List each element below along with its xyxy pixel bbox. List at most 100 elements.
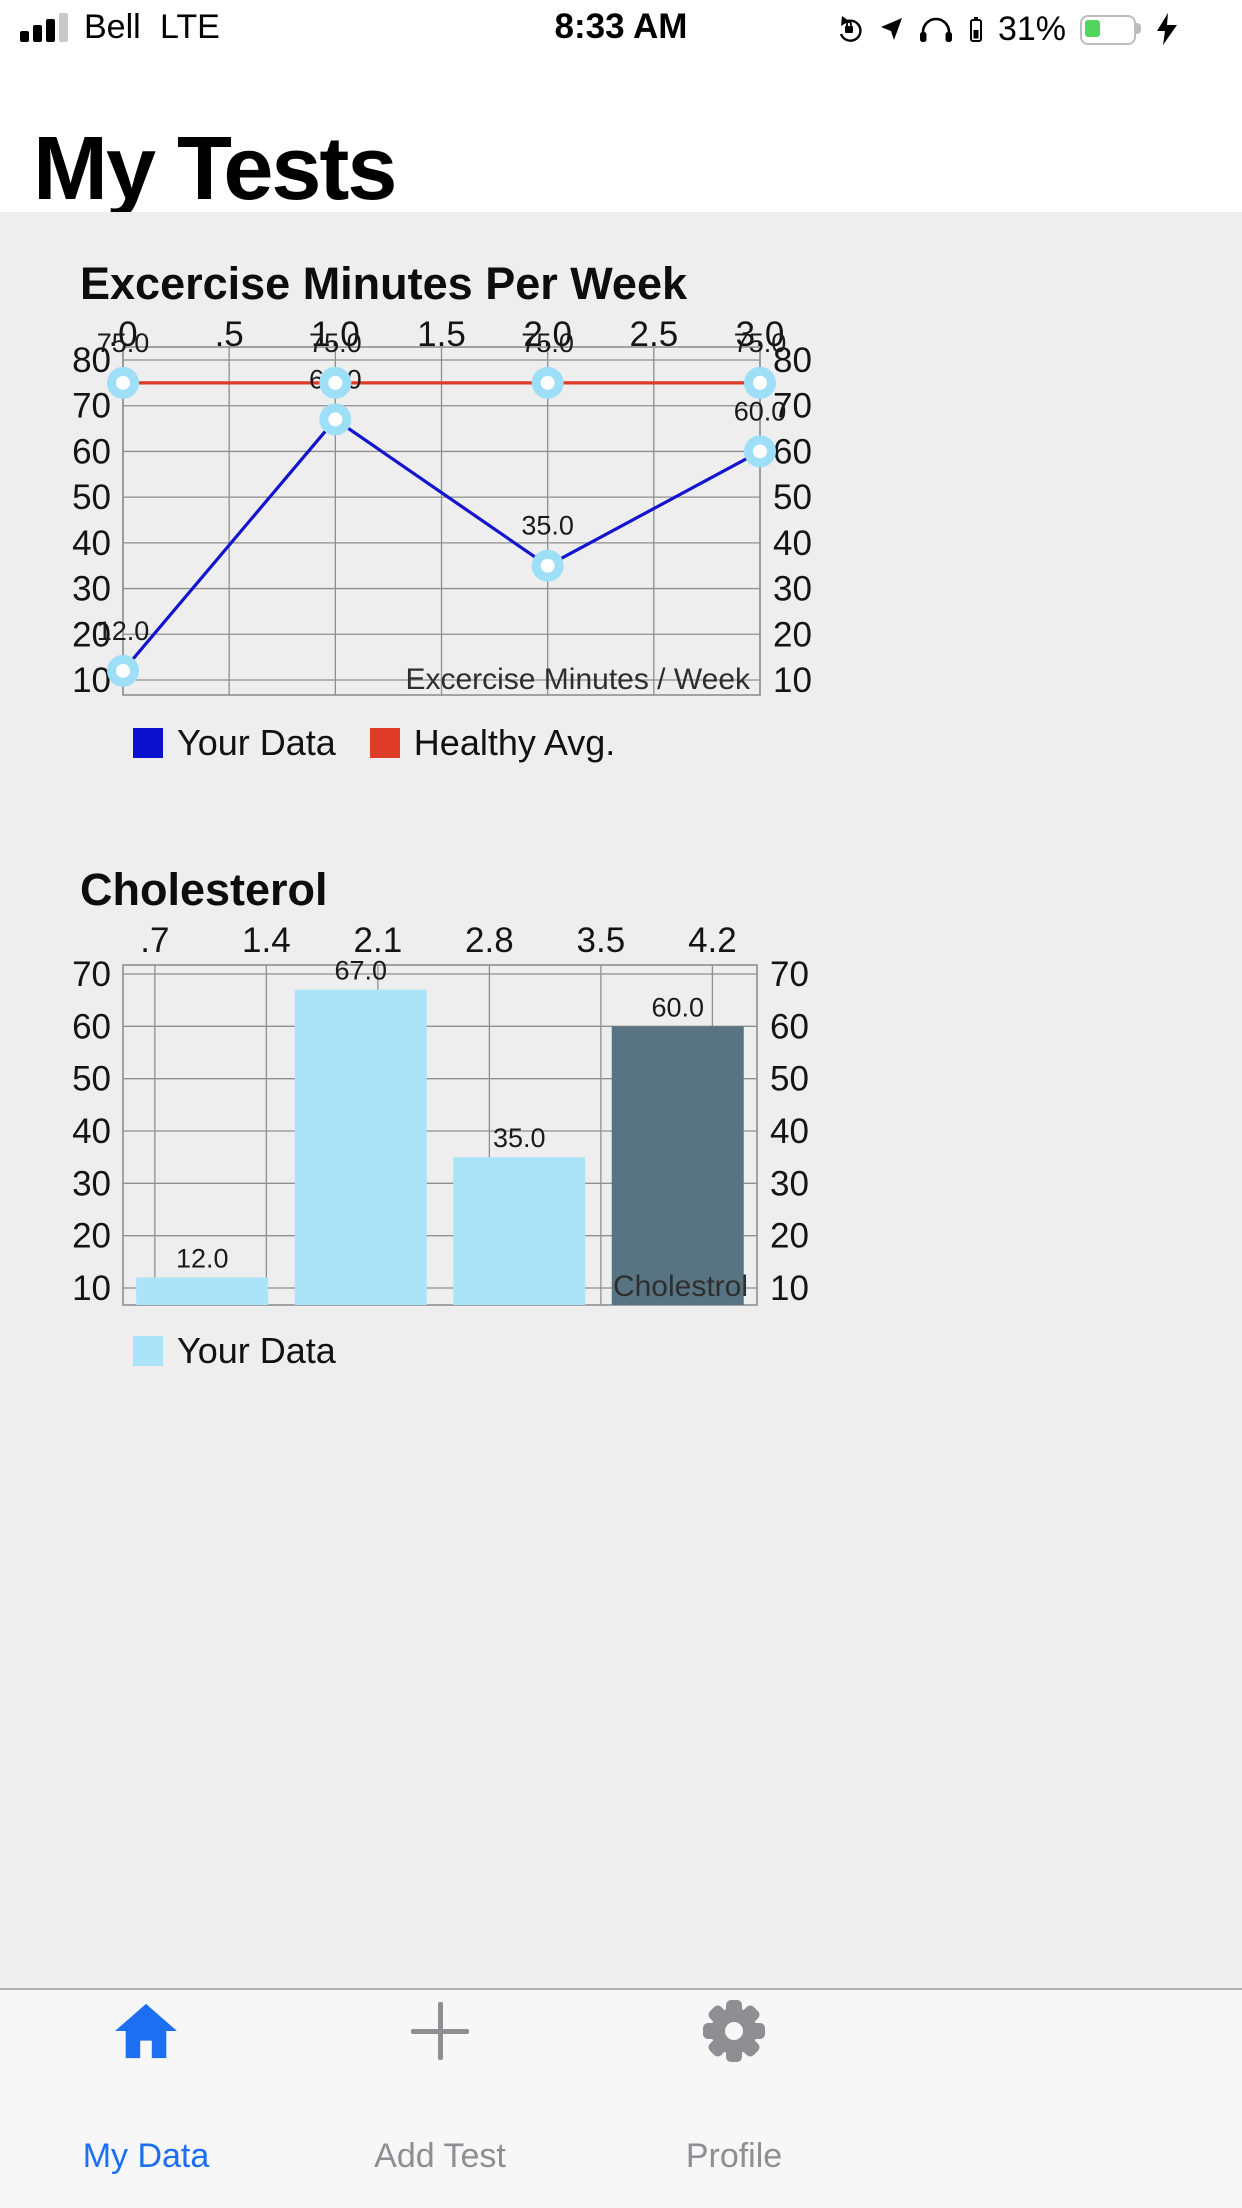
bar[interactable] [611,1026,744,1305]
x-tick-label: 2.1 [354,921,403,960]
headphones-battery-icon [969,17,982,42]
bar-label: 12.0 [176,1244,229,1274]
y-tick-label-right: 40 [770,1112,809,1151]
battery-fill [1084,19,1100,37]
y-tick-label-left: 80 [72,341,111,380]
data-point-inner [753,444,767,459]
rotation-lock-icon [839,16,862,42]
y-tick-label-right: 10 [770,1269,809,1308]
y-tick-label-right: 70 [773,387,812,426]
y-tick-label-right: 40 [773,524,812,563]
legend-label: Your Data [177,722,336,763]
y-tick-label-left: 50 [72,1060,111,1099]
data-point-inner [328,375,343,390]
y-tick-label-left: 10 [72,661,111,700]
carrier-label: Bell [84,8,141,46]
legend-swatch [133,1336,163,1366]
y-tick-label-left: 30 [72,1164,111,1203]
x-tick-label: .5 [215,315,244,354]
axis-label: Excercise Minutes / Week [405,663,751,696]
legend-swatch [369,728,400,758]
tab-my-data[interactable]: My Data [26,1990,266,2208]
legend-item: Your Data [133,1330,336,1372]
y-tick-label-right: 80 [773,341,812,380]
y-tick-label-right: 10 [773,661,812,700]
excercise-chart-legend: Your Data Healthy Avg. [133,722,615,764]
legend-swatch [133,728,163,758]
battery-nub [1136,23,1141,34]
point-label: 60.0 [734,396,787,426]
y-tick-label-right: 20 [773,615,812,654]
y-tick-label-right: 30 [773,570,812,609]
bar[interactable] [294,989,427,1305]
y-tick-label-left: 10 [72,1269,111,1308]
y-tick-label-right: 50 [773,478,812,517]
y-tick-label-left: 20 [72,1217,111,1256]
legend-item: Healthy Avg. [369,722,615,764]
axis-label: Cholestrol [613,1270,748,1303]
plot-frame [122,346,761,696]
legend-item: Your Data [133,722,336,764]
y-tick-label-left: 40 [72,524,111,563]
charging-bolt-icon [1157,13,1177,45]
cellular-signal-icon [20,13,68,42]
y-tick-label-left: 30 [72,570,111,609]
y-tick-label-left: 20 [72,615,111,654]
x-tick-label: .7 [140,921,169,960]
y-tick-label-right: 60 [770,1007,809,1046]
data-point-inner [328,412,343,427]
point-label: 75.0 [734,328,787,358]
status-time: 8:33 AM [554,7,688,46]
bar[interactable] [136,1277,269,1305]
network-label: LTE [160,8,220,46]
status-bar: Bell LTE 8:33 AM 31% [0,0,1242,62]
y-tick-label-right: 20 [770,1217,809,1256]
tab-label-profile: Profile [685,2137,783,2175]
y-tick-label-right: 50 [770,1060,809,1099]
y-tick-label-left: 70 [72,955,111,994]
point-label: 75.0 [97,328,150,358]
y-tick-label-left: 70 [72,387,111,426]
point-label: 75.0 [309,328,362,358]
cholesterol-chart-title: Cholesterol [80,864,328,915]
tab-label-my-data: My Data [82,2137,210,2175]
battery-icon [1080,15,1142,45]
legend-label: Your Data [177,1330,336,1371]
gear-icon [703,1999,765,2063]
data-point-inner [540,558,555,573]
tab-profile[interactable]: Profile [614,1990,854,2208]
headphones-icon [919,17,952,42]
data-point-inner [116,375,130,390]
y-tick-label-right: 30 [770,1164,809,1203]
y-tick-label-left: 60 [72,1007,111,1046]
y-tick-label-left: 40 [72,1112,111,1151]
excercise-chart-title: Excercise Minutes Per Week [80,258,687,309]
bar-label: 35.0 [493,1123,546,1153]
status-right-cluster: 31% [834,9,1178,49]
bar-label: 67.0 [334,956,387,986]
bar-label: 60.0 [651,992,704,1022]
location-arrow-icon [880,18,902,40]
series-line [121,417,761,672]
x-tick-label: 2.8 [465,921,514,960]
point-label: 75.0 [521,328,574,358]
tab-bar: My Data Add Test Profile [0,1988,1242,2208]
point-label: 12.0 [97,616,150,646]
y-tick-label-right: 70 [770,955,809,994]
y-tick-label-right: 60 [773,432,812,471]
plot-frame [122,964,758,1306]
cholesterol-chart-legend: Your Data [133,1330,336,1372]
tab-add-test[interactable]: Add Test [320,1990,560,2208]
page-title: My Tests [33,119,397,219]
y-tick-label-left: 60 [72,432,111,471]
bar[interactable] [453,1157,586,1305]
tab-label-add-test: Add Test [374,2137,506,2175]
plus-icon [409,1999,471,2063]
data-point-inner [753,375,767,390]
x-tick-label: 4.2 [688,921,737,960]
x-tick-label: 3.5 [577,921,626,960]
data-point-inner [540,375,555,390]
x-tick-label: 2.5 [630,315,679,354]
